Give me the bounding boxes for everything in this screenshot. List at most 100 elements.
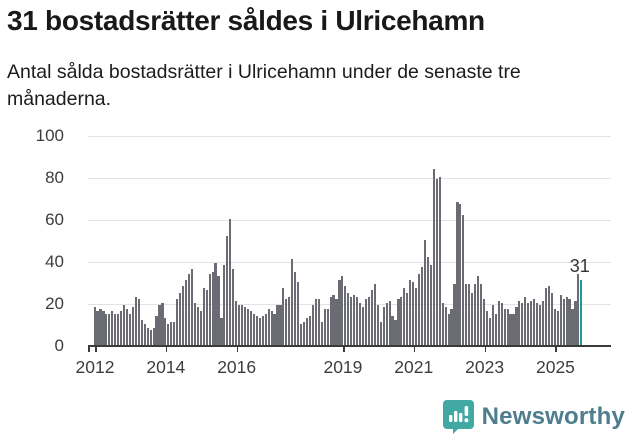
bar bbox=[423, 240, 427, 345]
bar bbox=[559, 294, 562, 345]
bar bbox=[314, 298, 317, 345]
bar bbox=[403, 288, 406, 345]
bar bbox=[361, 307, 365, 345]
bar bbox=[276, 305, 279, 345]
bar bbox=[311, 305, 314, 345]
bar bbox=[125, 309, 129, 345]
bar bbox=[102, 311, 105, 345]
bar bbox=[385, 303, 388, 345]
bar bbox=[547, 286, 550, 345]
bar bbox=[193, 303, 196, 345]
gridline-y-100 bbox=[88, 135, 611, 137]
x-axis-tick-label-2023: 2023 bbox=[465, 357, 505, 377]
bar bbox=[515, 307, 518, 345]
bar bbox=[264, 313, 267, 345]
bar bbox=[326, 309, 329, 345]
bar bbox=[465, 284, 468, 345]
bar bbox=[128, 313, 132, 345]
bar bbox=[184, 279, 188, 345]
bar bbox=[406, 292, 409, 345]
bar bbox=[123, 305, 126, 345]
y-axis-tick-label: 0 bbox=[54, 336, 64, 355]
y-axis-tick-label: 40 bbox=[45, 252, 64, 271]
bar bbox=[279, 305, 282, 345]
bar bbox=[471, 292, 474, 345]
bar bbox=[426, 256, 430, 345]
bar bbox=[220, 317, 223, 345]
bar bbox=[149, 330, 152, 345]
bar bbox=[214, 263, 217, 345]
newsworthy-logo-icon bbox=[442, 400, 474, 434]
bar bbox=[459, 204, 462, 345]
bar bbox=[300, 324, 303, 345]
bar bbox=[229, 219, 232, 345]
bar bbox=[235, 300, 238, 345]
bar bbox=[482, 298, 486, 345]
bar bbox=[488, 317, 491, 345]
bar bbox=[143, 324, 146, 345]
x-axis-tick-2025 bbox=[555, 347, 558, 352]
bar bbox=[202, 288, 205, 345]
bar bbox=[246, 309, 250, 345]
bar bbox=[397, 298, 400, 345]
bar bbox=[117, 313, 120, 345]
bar bbox=[353, 294, 356, 345]
bar bbox=[503, 309, 506, 345]
bar bbox=[441, 303, 444, 345]
bar bbox=[99, 309, 102, 345]
bar bbox=[226, 235, 229, 345]
bar bbox=[394, 319, 397, 345]
bar bbox=[238, 305, 241, 345]
bar bbox=[96, 311, 99, 345]
bar bbox=[450, 309, 453, 345]
bar bbox=[140, 319, 143, 345]
bar bbox=[477, 275, 480, 345]
y-axis-tick-label: 100 bbox=[35, 126, 64, 145]
x-axis-tick-label-2012: 2012 bbox=[75, 357, 115, 377]
x-axis-origin-tick bbox=[88, 347, 90, 352]
gridline-y-20 bbox=[88, 303, 611, 305]
bar bbox=[370, 290, 373, 345]
bar bbox=[509, 313, 512, 345]
brand-footer: Newsworthy bbox=[442, 399, 625, 434]
bar bbox=[344, 286, 347, 345]
bar bbox=[208, 273, 211, 345]
bar bbox=[302, 321, 306, 345]
bar bbox=[179, 292, 182, 345]
bar bbox=[494, 313, 497, 345]
bar bbox=[518, 300, 521, 345]
bar bbox=[120, 311, 123, 345]
bar bbox=[187, 273, 191, 345]
bar bbox=[155, 315, 158, 345]
bar bbox=[388, 300, 391, 345]
bar bbox=[273, 313, 276, 345]
bar bbox=[152, 328, 155, 345]
bar bbox=[571, 309, 574, 345]
bar bbox=[146, 328, 149, 345]
gridline-y-40 bbox=[88, 261, 611, 263]
bar bbox=[435, 179, 438, 345]
bar bbox=[282, 288, 285, 345]
bar bbox=[462, 214, 465, 345]
y-axis-tick-label: 20 bbox=[45, 294, 64, 313]
bar bbox=[131, 307, 135, 345]
bar bbox=[232, 269, 235, 345]
bar bbox=[538, 305, 542, 345]
bar bbox=[420, 267, 424, 345]
bar bbox=[347, 292, 350, 345]
bar bbox=[418, 273, 421, 345]
bar bbox=[359, 303, 362, 345]
bar bbox=[291, 258, 294, 345]
bar bbox=[456, 202, 459, 345]
bar bbox=[500, 303, 503, 345]
bar bbox=[305, 317, 309, 345]
bar bbox=[536, 303, 539, 345]
bar bbox=[137, 298, 140, 345]
bar bbox=[199, 311, 202, 345]
bar bbox=[447, 313, 450, 345]
bar bbox=[400, 296, 403, 345]
bar bbox=[367, 296, 371, 345]
bar bbox=[217, 275, 220, 345]
bar bbox=[412, 282, 415, 345]
bar bbox=[161, 303, 164, 345]
